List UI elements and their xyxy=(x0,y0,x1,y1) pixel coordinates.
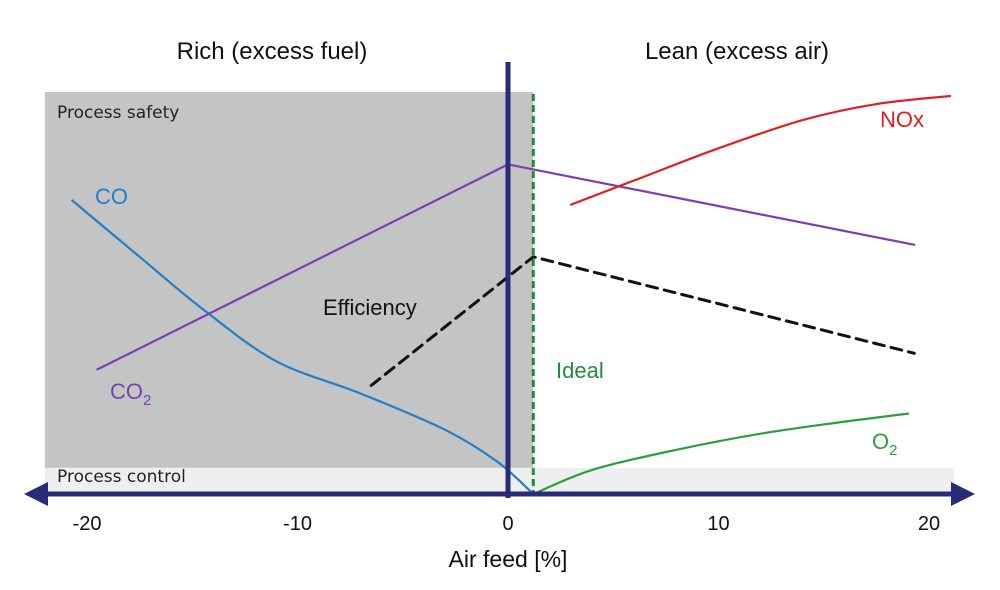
x-tick-label: 0 xyxy=(502,513,513,535)
series-line-nox xyxy=(570,94,952,206)
series-label-co: CO xyxy=(95,184,128,209)
x-tick-label: 20 xyxy=(918,513,940,535)
series-line-co xyxy=(71,199,535,496)
zone-label-process-safety: Process safety xyxy=(57,103,179,123)
series-line-o2 xyxy=(532,412,910,496)
region-label-rich: Rich (excess fuel) xyxy=(177,38,368,65)
series-label-o2: O2 xyxy=(872,429,897,459)
region-label-lean: Lean (excess air) xyxy=(645,38,829,65)
x-axis-title: Air feed [%] xyxy=(449,546,568,572)
series-label-efficiency: Efficiency xyxy=(323,295,417,320)
zone-label-process-control: Process control xyxy=(57,467,186,487)
x-axis-right-arrow xyxy=(951,482,975,506)
axes-layer xyxy=(24,62,975,506)
ideal-label: Ideal xyxy=(556,358,604,383)
zone-process-safety xyxy=(44,92,534,468)
zones-layer xyxy=(44,92,954,494)
series-line-efficiency xyxy=(369,255,916,387)
x-axis-left-arrow xyxy=(24,482,48,506)
x-tick-label: 10 xyxy=(707,513,729,535)
series-label-nox: NOx xyxy=(880,107,924,132)
zone-process-control xyxy=(44,467,954,494)
x-tick-label: -20 xyxy=(73,513,102,535)
x-tick-label: -10 xyxy=(283,513,312,535)
